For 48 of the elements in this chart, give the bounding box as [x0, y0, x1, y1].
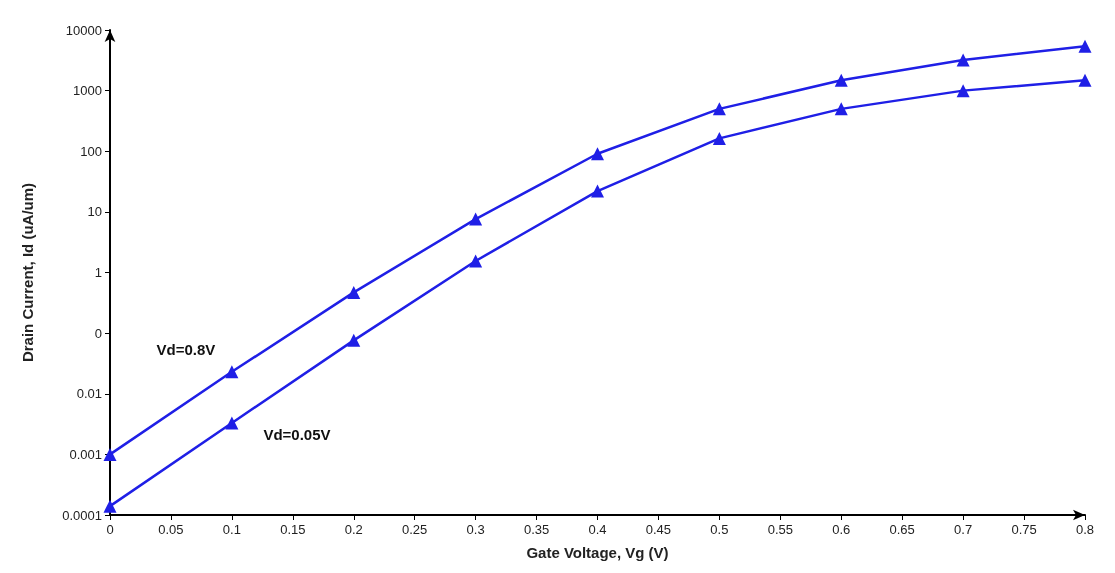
point — [469, 212, 483, 226]
point — [712, 102, 726, 116]
x-tick-label: 0.55 — [767, 522, 793, 537]
point — [591, 147, 604, 161]
x-tick-label: 0.1 — [222, 522, 241, 537]
y-tick-label: 1000 — [73, 83, 102, 99]
x-tick-label: 0.35 — [523, 522, 550, 537]
x-tick-label: 0 — [106, 522, 114, 537]
series-label: Vd=0.05V — [263, 426, 331, 444]
y-tick-label: 0.001 — [69, 446, 102, 462]
y-tick-label: 0.0001 — [62, 507, 102, 523]
x-tick-label: 0.75 — [1011, 522, 1037, 537]
point — [225, 416, 239, 430]
x-tick-label: 0.2 — [344, 522, 363, 537]
x-tick-label: 0.25 — [402, 522, 428, 537]
x-tick-label: 0.65 — [889, 522, 915, 537]
y-tick-label: 1 — [94, 265, 102, 280]
point — [225, 365, 239, 379]
x-tick-label: 0.5 — [710, 522, 729, 537]
point — [469, 254, 483, 268]
point — [347, 333, 361, 347]
x-axis-title: Gate Voltage, Vg (V) — [526, 544, 669, 561]
y-tick-label: 10 — [87, 204, 102, 220]
y-tick-label: 0.01 — [76, 386, 102, 402]
y-tick-label: 10000 — [65, 22, 102, 38]
point — [1078, 73, 1092, 87]
x-tick-label: 0.3 — [466, 522, 485, 537]
x-tick-label: 0.6 — [832, 522, 851, 537]
point — [956, 53, 970, 67]
series-label: Vd=0.8V — [156, 341, 216, 359]
x-tick-label: 0.05 — [158, 522, 184, 537]
x-tick-label: 0.8 — [1075, 522, 1095, 537]
point — [956, 84, 970, 98]
point — [347, 285, 361, 299]
x-tick-label: 0.4 — [588, 522, 607, 537]
point — [103, 499, 117, 513]
y-tick-label: 100 — [80, 143, 102, 159]
y-axis-title: Drain Current, Id (uA/um) — [19, 182, 36, 363]
point — [1078, 39, 1092, 53]
point — [834, 102, 848, 116]
point — [103, 447, 117, 461]
point — [834, 73, 848, 87]
y-tick-label: 0 — [94, 325, 102, 341]
x-tick-label: 0.7 — [954, 522, 973, 537]
x-tick-label: 0.15 — [280, 522, 306, 537]
point — [591, 184, 604, 198]
x-tick-label: 0.45 — [645, 522, 672, 537]
point — [712, 131, 726, 145]
